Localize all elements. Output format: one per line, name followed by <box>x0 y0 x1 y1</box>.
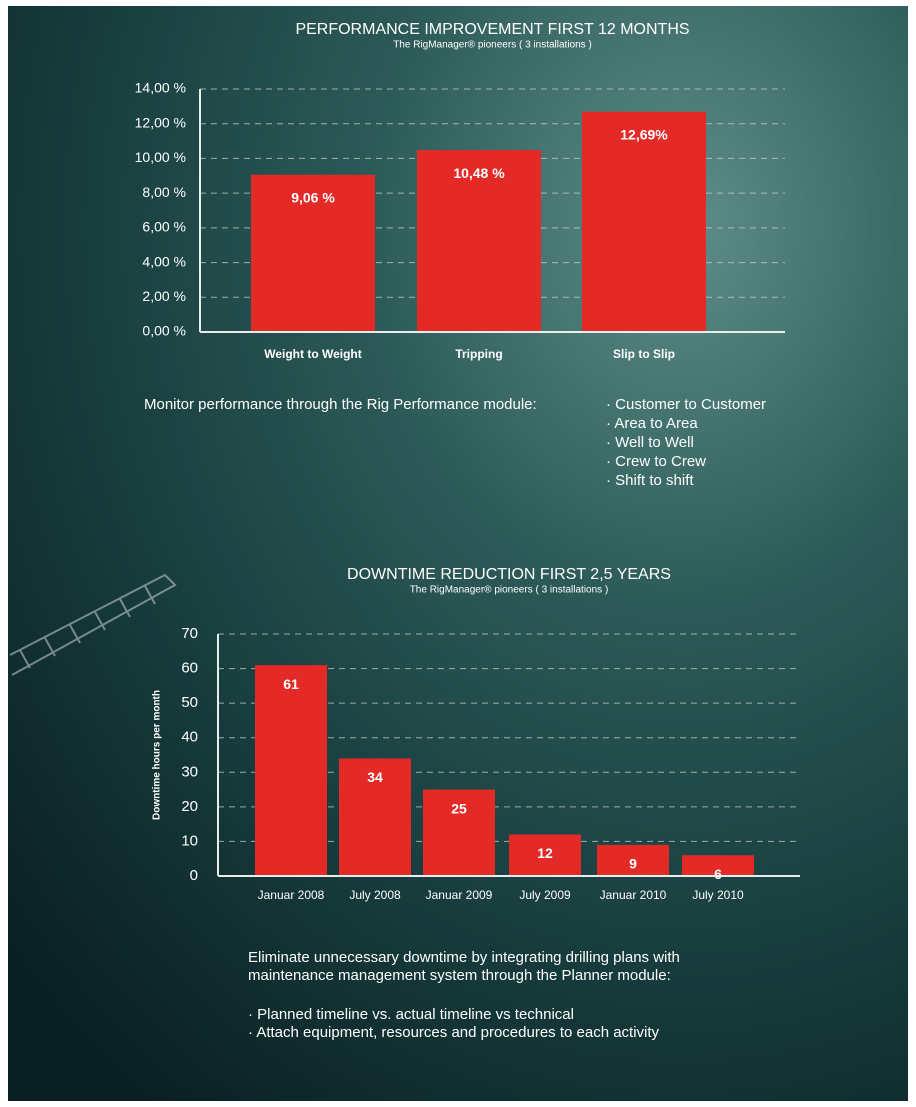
chart-subtitle: The RigManager® pioneers ( 3 installatio… <box>410 585 609 596</box>
x-tick-label: Slip to Slip <box>613 347 675 361</box>
x-tick-label: July 2010 <box>692 888 744 902</box>
bar <box>255 665 327 876</box>
crane <box>9 573 177 676</box>
value-label: 25 <box>451 800 467 816</box>
y-tick-label: 8,00 % <box>142 184 186 200</box>
bullet-item: · Area to Area <box>606 415 698 432</box>
bullet-item: · Well to Well <box>606 434 694 451</box>
bar <box>417 150 541 332</box>
y-tick-label: 0 <box>190 867 198 884</box>
paragraph-line: Monitor performance through the Rig Perf… <box>144 396 537 413</box>
bullet-item: · Crew to Crew <box>606 453 706 470</box>
value-label: 12,69% <box>620 126 668 142</box>
x-tick-label: Weight to Weight <box>264 347 362 361</box>
y-tick-label: 2,00 % <box>142 288 186 304</box>
y-tick-label: 14,00 % <box>135 80 186 96</box>
chart-title: DOWNTIME REDUCTION FIRST 2,5 YEARS <box>347 566 671 583</box>
x-tick-label: July 2008 <box>349 888 401 902</box>
y-tick-label: 4,00 % <box>142 253 186 269</box>
y-tick-label: 0,00 % <box>142 323 186 339</box>
value-label: 34 <box>367 769 383 785</box>
x-tick-label: Januar 2009 <box>426 888 493 902</box>
y-tick-label: 20 <box>181 798 198 815</box>
y-axis-label: Downtime hours per month <box>152 690 163 820</box>
y-tick-label: 10,00 % <box>135 149 186 165</box>
value-label: 9 <box>629 856 637 872</box>
x-tick-label: Januar 2008 <box>258 888 325 902</box>
paragraph-line: maintenance management system through th… <box>248 967 671 984</box>
chart-subtitle: The RigManager® pioneers ( 3 installatio… <box>393 40 592 51</box>
bullet-item: · Customer to Customer <box>606 396 766 413</box>
bar <box>682 855 754 876</box>
y-tick-label: 12,00 % <box>135 114 186 130</box>
bullet-item: · Attach equipment, resources and proced… <box>248 1024 660 1041</box>
paragraph-line: Eliminate unnecessary downtime by integr… <box>248 949 680 966</box>
x-tick-label: Tripping <box>455 347 502 361</box>
y-tick-label: 40 <box>181 729 198 746</box>
bullet-item: · Planned timeline vs. actual timeline v… <box>248 1006 574 1023</box>
y-tick-label: 10 <box>181 832 198 849</box>
value-label: 12 <box>537 845 553 861</box>
bar <box>582 111 706 332</box>
bar <box>597 844 669 876</box>
bar <box>423 789 495 876</box>
bullet-item: · Shift to shift <box>606 472 694 489</box>
value-label: 61 <box>283 676 299 692</box>
value-label: 6 <box>714 866 722 882</box>
value-label: 9,06 % <box>291 189 335 205</box>
bar <box>339 758 411 876</box>
bar <box>251 174 375 332</box>
y-tick-label: 60 <box>181 660 198 677</box>
bar <box>509 834 581 876</box>
value-label: 10,48 % <box>453 165 505 181</box>
chart-title: PERFORMANCE IMPROVEMENT FIRST 12 MONTHS <box>295 21 689 38</box>
x-tick-label: July 2009 <box>519 888 571 902</box>
y-tick-label: 6,00 % <box>142 219 186 235</box>
y-tick-label: 50 <box>181 694 198 711</box>
y-tick-label: 30 <box>181 763 198 780</box>
x-tick-label: Januar 2010 <box>600 888 667 902</box>
y-tick-label: 70 <box>181 625 198 642</box>
